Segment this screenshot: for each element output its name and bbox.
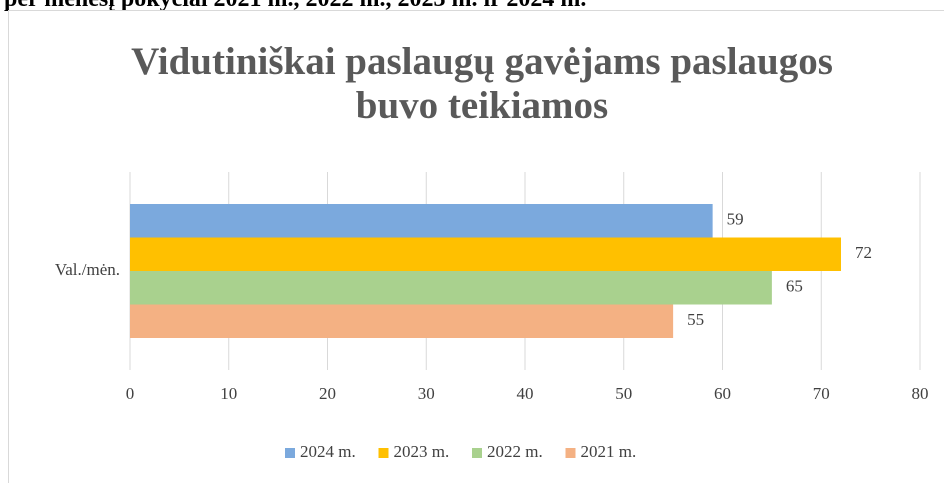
x-tick-label: 70 [813, 384, 830, 403]
legend-label: 2022 m. [487, 442, 543, 461]
x-tick-label: 40 [517, 384, 534, 403]
bar [130, 271, 772, 305]
chart-border [8, 10, 944, 483]
legend-swatch [565, 448, 576, 458]
x-tick-label: 50 [615, 384, 632, 403]
data-label: 65 [786, 277, 803, 296]
data-label: 55 [687, 310, 704, 329]
legend-label: 2021 m. [581, 442, 637, 461]
bar [130, 204, 713, 238]
bar [130, 237, 841, 271]
page-heading: per mėnesį pokyčiai 2021 m., 2022 m., 20… [4, 0, 586, 13]
data-label: 72 [855, 243, 872, 262]
legend-swatch [285, 448, 295, 458]
legend-swatch [378, 448, 389, 458]
y-tick-label: Val./mėn. [55, 260, 120, 279]
legend-swatch [472, 448, 482, 458]
x-tick-label: 20 [319, 384, 336, 403]
bar [130, 304, 674, 338]
legend-label: 2023 m. [394, 442, 450, 461]
chart-title: Vidutiniškai paslaugų gavėjams paslaugos… [131, 40, 833, 127]
x-tick-label: 0 [126, 384, 135, 403]
legend-label: 2024 m. [300, 442, 356, 461]
x-tick-label: 60 [714, 384, 731, 403]
data-label: 59 [727, 210, 744, 229]
x-tick-label: 10 [220, 384, 237, 403]
x-tick-label: 30 [418, 384, 435, 403]
x-tick-label: 80 [912, 384, 929, 403]
